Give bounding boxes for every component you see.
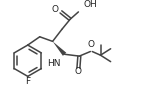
Text: F: F <box>25 77 30 86</box>
Text: O: O <box>75 67 82 76</box>
Polygon shape <box>53 41 66 56</box>
Text: OH: OH <box>84 0 98 9</box>
Text: O: O <box>51 5 58 14</box>
Text: O: O <box>88 40 95 49</box>
Text: HN: HN <box>47 59 61 68</box>
